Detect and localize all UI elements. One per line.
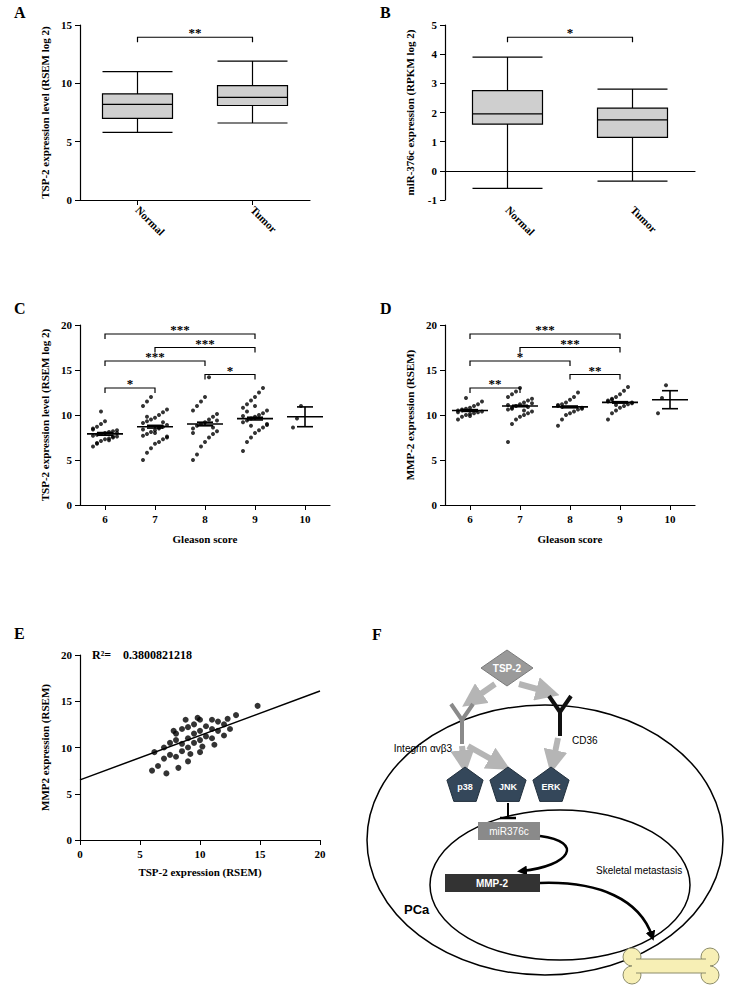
svg-text:Normal: Normal (133, 204, 167, 238)
svg-text:10: 10 (61, 77, 73, 89)
svg-text:*: * (227, 363, 234, 378)
svg-text:ERK: ERK (541, 782, 561, 792)
svg-text:9: 9 (617, 513, 623, 525)
svg-text:5: 5 (67, 136, 73, 148)
svg-text:5: 5 (432, 19, 438, 31)
svg-text:8: 8 (567, 513, 573, 525)
svg-text:miR376c: miR376c (489, 826, 528, 837)
svg-text:Gleason score: Gleason score (538, 533, 603, 545)
svg-text:10: 10 (300, 513, 312, 525)
svg-text:9: 9 (252, 513, 258, 525)
svg-text:4: 4 (432, 48, 438, 60)
svg-text:5: 5 (67, 788, 73, 800)
svg-text:Gleason score: Gleason score (173, 533, 238, 545)
svg-text:20: 20 (315, 848, 327, 860)
svg-text:0: 0 (432, 499, 438, 511)
svg-text:15: 15 (61, 364, 73, 376)
svg-text:E: E (14, 625, 25, 642)
svg-text:C: C (14, 300, 26, 317)
svg-text:B: B (380, 4, 391, 21)
svg-text:***: *** (170, 322, 190, 337)
svg-text:Tumor: Tumor (628, 204, 659, 235)
svg-text:**: ** (489, 376, 502, 391)
svg-text:1: 1 (432, 136, 438, 148)
svg-text:0: 0 (67, 834, 73, 846)
svg-text:10: 10 (665, 513, 677, 525)
svg-text:5: 5 (67, 454, 73, 466)
svg-text:-1: -1 (428, 194, 437, 206)
svg-text:TSP-2 expression level (RSEM l: TSP-2 expression level (RSEM log 2) (39, 328, 52, 501)
svg-text:15: 15 (255, 848, 267, 860)
svg-text:3: 3 (432, 77, 438, 89)
svg-text:10: 10 (61, 409, 73, 421)
svg-text:***: *** (535, 322, 555, 337)
svg-text:10: 10 (61, 742, 73, 754)
svg-text:10: 10 (195, 848, 207, 860)
svg-text:15: 15 (61, 695, 73, 707)
svg-text:MMP2 expression (RSEM): MMP2 expression (RSEM) (39, 684, 52, 811)
svg-text:Normal: Normal (503, 204, 537, 238)
svg-text:D: D (380, 300, 392, 317)
svg-text:JNK: JNK (499, 782, 518, 792)
svg-text:miR-376c expression (RPKM log: miR-376c expression (RPKM log 2) (404, 29, 417, 195)
svg-text:***: *** (195, 336, 215, 351)
svg-text:Skeletal metastasis: Skeletal metastasis (596, 865, 682, 876)
svg-text:15: 15 (426, 364, 438, 376)
svg-text:*: * (127, 376, 134, 391)
svg-text:*: * (567, 25, 574, 40)
svg-text:TSP-2 expression (RSEM): TSP-2 expression (RSEM) (138, 866, 262, 879)
svg-text:2: 2 (432, 107, 438, 119)
svg-text:***: *** (145, 349, 165, 364)
svg-text:**: ** (189, 25, 202, 40)
svg-text:20: 20 (426, 319, 438, 331)
svg-text:A: A (14, 4, 26, 21)
svg-text:10: 10 (426, 409, 438, 421)
svg-text:PCa: PCa (404, 902, 430, 917)
svg-text:**: ** (589, 363, 602, 378)
svg-text:TSP-2 expression level (RSEM l: TSP-2 expression level (RSEM log 2) (39, 26, 52, 199)
svg-text:***: *** (560, 336, 580, 351)
svg-text:0: 0 (67, 194, 73, 206)
svg-text:20: 20 (61, 649, 73, 661)
svg-text:20: 20 (61, 319, 73, 331)
svg-text:7: 7 (152, 513, 158, 525)
svg-text:R²= 0.3800821218: R²= 0.3800821218 (92, 648, 192, 662)
svg-text:p38: p38 (457, 782, 473, 792)
svg-text:0: 0 (77, 848, 83, 860)
svg-text:8: 8 (202, 513, 208, 525)
svg-text:7: 7 (517, 513, 523, 525)
svg-text:MMP-2 expression (RSEM): MMP-2 expression (RSEM) (404, 349, 417, 480)
svg-text:TSP-2: TSP-2 (493, 663, 522, 674)
svg-text:Tumor: Tumor (248, 204, 279, 235)
svg-text:F: F (372, 626, 382, 643)
svg-text:Integrin αvβ3: Integrin αvβ3 (394, 743, 453, 754)
svg-text:0: 0 (67, 499, 73, 511)
svg-text:6: 6 (102, 513, 108, 525)
svg-text:CD36: CD36 (572, 735, 598, 746)
svg-text:0: 0 (432, 165, 438, 177)
svg-text:MMP-2: MMP-2 (476, 878, 509, 889)
svg-text:5: 5 (432, 454, 438, 466)
svg-text:5: 5 (137, 848, 143, 860)
svg-text:*: * (517, 349, 524, 364)
svg-text:6: 6 (467, 513, 473, 525)
svg-text:15: 15 (61, 19, 73, 31)
